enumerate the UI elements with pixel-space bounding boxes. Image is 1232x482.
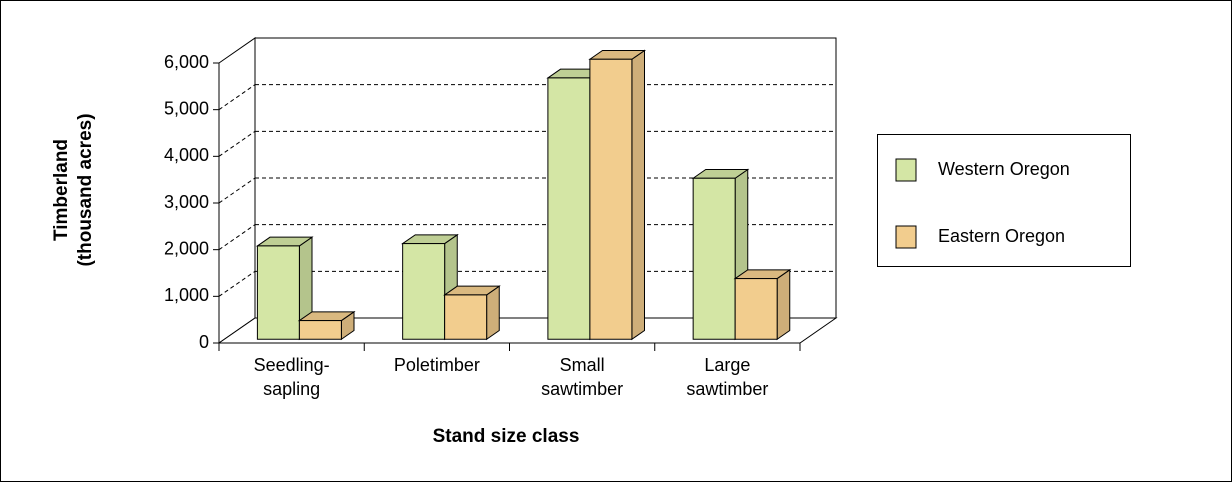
- x-tick-label: sawtimber: [686, 379, 768, 399]
- y-tick-label: 4,000: [164, 145, 209, 165]
- bar-front: [444, 294, 488, 340]
- y-tick-label: 0: [199, 332, 209, 352]
- x-tick-label: Seedling-: [254, 355, 330, 375]
- legend-label: Western Oregon: [938, 159, 1070, 179]
- bar: [588, 49, 647, 341]
- x-tick-label: sapling: [263, 379, 320, 399]
- bar-front: [298, 320, 342, 340]
- bar: [733, 268, 792, 341]
- bar-front: [402, 243, 446, 340]
- bar-front: [692, 177, 736, 340]
- bar: [255, 236, 314, 341]
- floor: [217, 317, 838, 344]
- bar: [443, 285, 501, 341]
- x-axis-title: Stand size class: [433, 426, 580, 447]
- y-tick-label: 3,000: [164, 192, 209, 212]
- y-tick-label: 5,000: [164, 98, 209, 118]
- side-grid-line: [218, 270, 256, 297]
- legend-label: Eastern Oregon: [938, 226, 1065, 246]
- y-axis-title-line: Timberland: [51, 139, 72, 241]
- legend-swatch: [895, 158, 917, 182]
- bar-front: [547, 77, 591, 340]
- bar-front: [256, 245, 300, 340]
- legend-swatch: [895, 225, 917, 249]
- bar-side: [631, 49, 645, 341]
- y-axis-title: Timberland (thousand acres): [51, 113, 96, 266]
- bar: [297, 310, 356, 341]
- side-grid-line: [218, 177, 256, 204]
- y-tick-label: 2,000: [164, 238, 209, 258]
- x-tick-label: Small: [560, 355, 605, 375]
- bar-front: [589, 58, 633, 340]
- bar-front: [734, 278, 778, 340]
- x-tick-label: Large: [704, 355, 750, 375]
- y-tick-label: 1,000: [164, 285, 209, 305]
- side-grid-line: [218, 130, 256, 157]
- side-grid-line: [218, 224, 256, 251]
- legend-box: [877, 134, 1131, 267]
- y-tick-label: 6,000: [164, 52, 209, 72]
- y-axis-title-line: (thousand acres): [75, 113, 96, 266]
- x-tick-label: sawtimber: [541, 379, 623, 399]
- bar-side: [776, 268, 791, 341]
- x-tick-label: Poletimber: [394, 355, 480, 375]
- side-grid-line: [218, 84, 256, 111]
